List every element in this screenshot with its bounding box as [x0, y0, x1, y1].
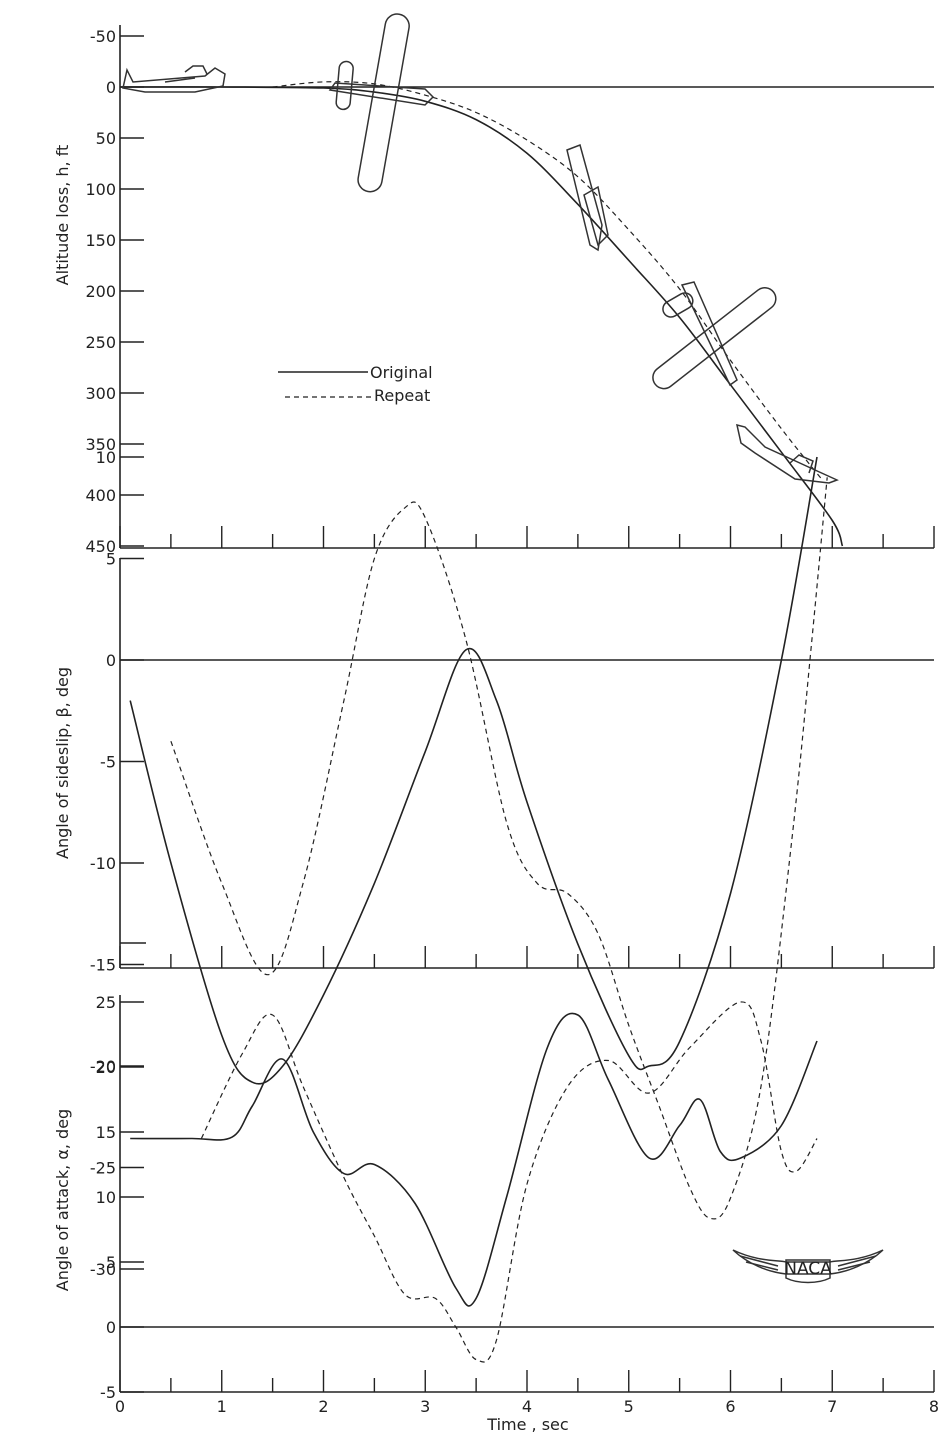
- y-tick-label: 450: [85, 537, 116, 556]
- sideslip-panel: 10 5 0 -5 -10 -15 -20 -25 -30 Angle of sideslip, …: [53, 448, 935, 1279]
- legend-label-repeat: Repeat: [374, 386, 430, 405]
- y-tick-label: -20: [90, 1057, 116, 1076]
- y-tick-label: 0: [106, 78, 116, 97]
- y-tick-label: 5: [106, 1253, 116, 1272]
- y-tick-label: 0: [106, 651, 116, 670]
- y-tick-label: -50: [90, 27, 116, 46]
- series-line-original: [119, 86, 844, 547]
- airplane-icon-2: [328, 13, 435, 193]
- y-tick-label: 200: [85, 282, 116, 301]
- y-tick-label: 250: [85, 333, 116, 352]
- y-axis-title: Angle of sideslip, β, deg: [53, 667, 72, 859]
- series-line-original: [130, 1012, 818, 1307]
- y-tick-label: -25: [90, 1159, 116, 1178]
- y-axis-title: Angle of attack, α, deg: [53, 1109, 72, 1291]
- y-tick-label: 20: [96, 1058, 116, 1077]
- y-tick-label: 5: [106, 550, 116, 569]
- y-tick-label: 350: [85, 435, 116, 454]
- x-tick-label: 0: [115, 1397, 125, 1416]
- y-tick-label: 15: [96, 1123, 116, 1142]
- y-tick-label: 10: [96, 448, 116, 467]
- x-tick-label: 7: [827, 1397, 837, 1416]
- y-tick-label: 10: [96, 1188, 116, 1207]
- x-tick-label: 5: [624, 1397, 634, 1416]
- y-tick-label: -30: [90, 1260, 116, 1279]
- y-tick-label: -10: [90, 854, 116, 873]
- y-tick-label: 50: [96, 129, 116, 148]
- legend: Original Repeat: [278, 363, 433, 405]
- x-axis-title: Time , sec: [486, 1415, 568, 1434]
- series-line-repeat: [200, 1001, 818, 1363]
- x-tick-label: 1: [217, 1397, 227, 1416]
- series-line-repeat: [170, 477, 828, 1220]
- legend-label-original: Original: [370, 363, 433, 382]
- naca-logo: NACA: [732, 1249, 884, 1284]
- x-tick-label: 2: [318, 1397, 328, 1416]
- y-tick-label: -15: [90, 956, 116, 975]
- series-line-original: [129, 456, 818, 1085]
- y-tick-label: -5: [100, 1383, 116, 1402]
- x-tick-label: 6: [725, 1397, 735, 1416]
- y-tick-label: 300: [85, 384, 116, 403]
- x-tick-label: 3: [420, 1397, 430, 1416]
- y-tick-label: -5: [100, 753, 116, 772]
- altitude-loss-panel: -50 0 50 100 150 200 250 300 350 400 450 Altitude l…: [53, 25, 935, 556]
- airplane-icon-1: [122, 65, 226, 93]
- airplane-icon-3: [566, 144, 609, 252]
- series-line-repeat: [272, 81, 823, 481]
- x-tick-label: 8: [929, 1397, 939, 1416]
- x-tick-label: 4: [522, 1397, 532, 1416]
- y-tick-label: 400: [85, 486, 116, 505]
- y-tick-label: 0: [106, 1318, 116, 1337]
- naca-logo-text: NACA: [784, 1259, 832, 1279]
- airplane-icon-5: [736, 423, 839, 484]
- airplane-icon-4: [652, 281, 777, 390]
- y-tick-label: 150: [85, 231, 116, 250]
- y-tick-label: 100: [85, 180, 116, 199]
- y-axis-title: Altitude loss, h, ft: [53, 145, 72, 286]
- y-tick-label: 25: [96, 993, 116, 1012]
